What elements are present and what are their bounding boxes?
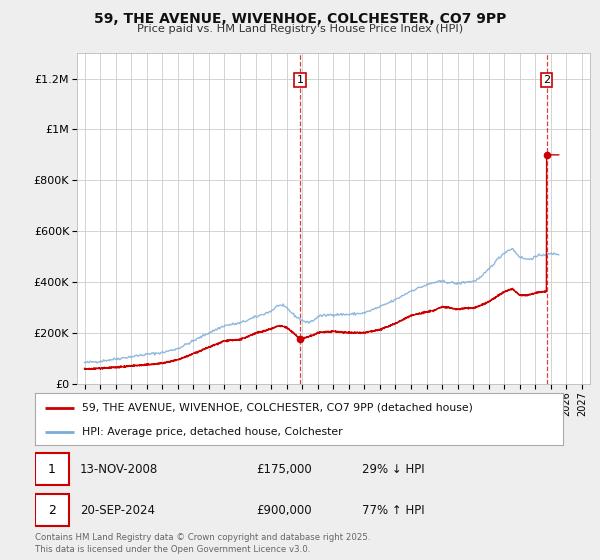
- Text: 59, THE AVENUE, WIVENHOE, COLCHESTER, CO7 9PP: 59, THE AVENUE, WIVENHOE, COLCHESTER, CO…: [94, 12, 506, 26]
- Text: Contains HM Land Registry data © Crown copyright and database right 2025.
This d: Contains HM Land Registry data © Crown c…: [35, 533, 370, 554]
- Text: 2: 2: [48, 503, 56, 517]
- FancyBboxPatch shape: [35, 494, 69, 526]
- Text: 13-NOV-2008: 13-NOV-2008: [80, 463, 158, 476]
- Text: HPI: Average price, detached house, Colchester: HPI: Average price, detached house, Colc…: [82, 427, 343, 437]
- Text: 1: 1: [48, 463, 56, 476]
- Text: Price paid vs. HM Land Registry's House Price Index (HPI): Price paid vs. HM Land Registry's House …: [137, 24, 463, 34]
- Text: 20-SEP-2024: 20-SEP-2024: [80, 503, 155, 517]
- Text: 59, THE AVENUE, WIVENHOE, COLCHESTER, CO7 9PP (detached house): 59, THE AVENUE, WIVENHOE, COLCHESTER, CO…: [82, 403, 473, 413]
- Text: 77% ↑ HPI: 77% ↑ HPI: [362, 503, 425, 517]
- Text: 29% ↓ HPI: 29% ↓ HPI: [362, 463, 425, 476]
- Text: 1: 1: [296, 75, 304, 85]
- Text: £175,000: £175,000: [257, 463, 313, 476]
- FancyBboxPatch shape: [35, 453, 69, 486]
- Text: 2: 2: [543, 75, 550, 85]
- Text: £900,000: £900,000: [257, 503, 312, 517]
